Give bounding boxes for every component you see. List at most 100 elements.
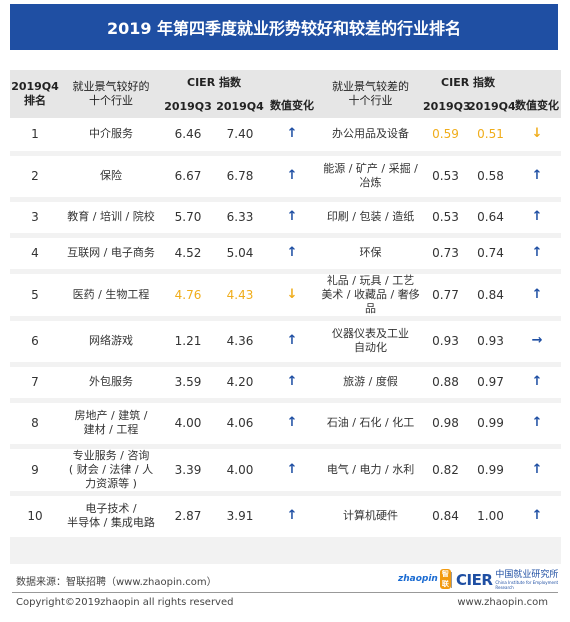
good-change-icon: ↑ [286, 374, 298, 389]
good-industry-cell: 网络游戏 [89, 334, 133, 347]
cier-index-header-good: CIER 指数 [162, 70, 267, 94]
good-q4-cell: 4.20 [226, 375, 254, 389]
copyright-text: Copyright©2019zhaopin all rights reserve… [16, 597, 234, 608]
data-source-note: 数据来源：智联招聘（www.zhaopin.com） [16, 577, 217, 588]
bad-q4-cell: 1.00 [477, 509, 504, 523]
good-q4-cell: 7.40 [226, 127, 254, 142]
good-q3-cell: 5.70 [174, 210, 202, 224]
good-industry-cell: 互联网 / 电子商务 [67, 246, 155, 259]
change-header-good: 数值变化 [266, 70, 319, 118]
bad-q4-cell: 0.64 [477, 210, 504, 224]
bad-q3-cell: 0.53 [432, 169, 459, 183]
bad-industry-cell: 环保 [359, 246, 382, 259]
good-q4-cell: 4.43 [226, 287, 254, 302]
bad-industry-cell: 能源 / 矿产 / 采掘 / 冶炼 [323, 162, 418, 189]
bad-q3-cell: 0.73 [432, 246, 459, 260]
page-title: 2019 年第四季度就业形势较好和较差的行业排名 [10, 4, 558, 50]
rank-cell: 4 [31, 246, 39, 260]
good-industry-cell: 保险 [100, 169, 122, 182]
good-q4-cell: 5.04 [226, 246, 254, 260]
table-row: 3 教育 / 培训 / 院校 5.70 6.33 ↑ 印刷 / 包装 / 造纸 0.53 0.… [10, 199, 562, 235]
cier-logo: CIER 中国就业研究所 China Institute for Employm… [456, 570, 559, 590]
bad-q3-cell: 0.93 [432, 334, 459, 348]
bad-change-icon: ↑ [531, 415, 543, 430]
table-row: 7 外包服务 3.59 4.20 ↑ 旅游 / 度假 0.88 0.97 ↑ [10, 364, 562, 400]
bad-industry-cell: 电气 / 电力 / 水利 [326, 462, 415, 476]
bad-q3-cell: 0.98 [432, 416, 459, 430]
good-industry-cell: 外包服务 [89, 375, 133, 388]
ranking-table: 2019Q4 排名 就业景气较好的 十个行业 CIER 指数 数值变化 就业景气… [10, 70, 562, 542]
footer-url: www.zhaopin.com [457, 597, 548, 608]
bad-industry-cell: 印刷 / 包装 / 造纸 [326, 210, 415, 223]
rank-cell: 8 [31, 416, 39, 430]
bad-industry-cell: 仪器仪表及工业 自动化 [332, 327, 410, 354]
good-change-icon: ↑ [286, 126, 298, 142]
bad-change-icon: ↑ [531, 209, 543, 224]
bad-industry-cell: 石油 / 石化 / 化工 [326, 416, 415, 429]
q3-header-good: 2019Q3 [162, 94, 214, 118]
good-industry-cell: 中介服务 [89, 127, 133, 141]
rank-cell: 9 [31, 462, 39, 477]
table-row: 10 电子技术 / 半导体 / 集成电路 2.87 3.91 ↑ 计算机硬件 0.84 1.0… [10, 493, 562, 539]
good-q3-cell: 4.52 [174, 246, 202, 260]
good-q4-cell: 4.06 [226, 416, 254, 430]
rank-header: 2019Q4 排名 [10, 70, 60, 118]
bad-industries-header: 就业景气较差的 十个行业 [318, 70, 424, 118]
bad-q4-cell: 0.97 [477, 375, 504, 389]
table-row: 4 互联网 / 电子商务 4.52 5.04 ↑ 环保 0.73 0.74 ↑ [10, 235, 562, 271]
bad-change-icon: ↑ [531, 508, 543, 523]
good-q3-cell: 3.39 [174, 462, 202, 477]
good-q4-cell: 3.91 [226, 509, 254, 523]
bad-q4-cell: 0.51 [477, 127, 504, 142]
q3-header-bad: 2019Q3 [423, 94, 471, 118]
good-q3-cell: 4.76 [174, 287, 202, 302]
table-row: 9 专业服务 / 咨询 ( 财会 / 法律 / 人 力资源等 ) 3.39 4.00 ↑… [10, 446, 562, 493]
good-q4-cell: 4.00 [226, 462, 254, 477]
rank-cell: 1 [31, 127, 39, 142]
good-change-icon: ↑ [286, 415, 298, 430]
good-q4-cell: 6.78 [226, 169, 254, 183]
good-q3-cell: 6.46 [174, 127, 202, 142]
good-q3-cell: 2.87 [174, 509, 202, 523]
good-q3-cell: 1.21 [174, 334, 202, 348]
good-industries-header: 就业景气较好的 十个行业 [60, 70, 162, 118]
table-row: 1 中介服务 6.46 7.40 ↑ 办公用品及设备 0.59 0.51 ↓ [10, 118, 562, 153]
logo-divider [451, 572, 452, 588]
good-change-icon: ↑ [286, 461, 298, 477]
table-row: 8 房地产 / 建筑 / 建材 / 工程 4.00 4.06 ↑ 石油 / 石化 / 化工… [10, 400, 562, 446]
bad-change-icon: ↓ [531, 126, 543, 142]
good-q4-cell: 4.36 [226, 334, 254, 348]
bad-q4-cell: 0.84 [477, 287, 504, 302]
bad-industry-cell: 办公用品及设备 [332, 127, 410, 141]
footer-divider [12, 592, 558, 593]
good-q4-cell: 6.33 [226, 210, 254, 224]
rank-cell: 2 [31, 169, 39, 183]
good-change-icon: ↑ [286, 168, 298, 183]
bad-change-icon: ↑ [531, 374, 543, 389]
bad-change-icon: → [531, 333, 543, 348]
rank-cell: 10 [27, 509, 43, 523]
bad-q4-cell: 0.99 [477, 462, 504, 477]
table-row: 5 医药 / 生物工程 4.76 4.43 ↓ 礼品 / 玩具 / 工艺 美术 / 收藏品… [10, 271, 562, 318]
bad-q3-cell: 0.59 [432, 127, 459, 142]
good-change-icon: ↓ [286, 286, 298, 302]
cier-index-header-bad: CIER 指数 [423, 70, 514, 94]
bad-industry-cell: 礼品 / 玩具 / 工艺 美术 / 收藏品 / 奢侈品 [321, 273, 420, 315]
bad-change-icon: ↑ [531, 245, 543, 260]
good-q3-cell: 6.67 [174, 169, 202, 183]
bad-q3-cell: 0.82 [432, 462, 459, 477]
good-industry-cell: 专业服务 / 咨询 ( 财会 / 法律 / 人 力资源等 ) [68, 448, 154, 490]
bad-change-icon: ↑ [531, 286, 543, 302]
bad-industry-cell: 计算机硬件 [343, 509, 399, 522]
good-change-icon: ↑ [286, 333, 298, 348]
rank-cell: 3 [31, 210, 39, 224]
good-industry-cell: 医药 / 生物工程 [72, 287, 150, 301]
rank-cell: 7 [31, 375, 39, 389]
good-change-icon: ↑ [286, 245, 298, 260]
good-change-icon: ↑ [286, 209, 298, 224]
q4-header-good: 2019Q4 [214, 94, 267, 118]
bad-change-icon: ↑ [531, 461, 543, 477]
good-industry-cell: 房地产 / 建筑 / 建材 / 工程 [74, 409, 148, 436]
good-q3-cell: 3.59 [174, 375, 202, 389]
zhaopin-logo: zhaopin 智联 [398, 569, 451, 589]
